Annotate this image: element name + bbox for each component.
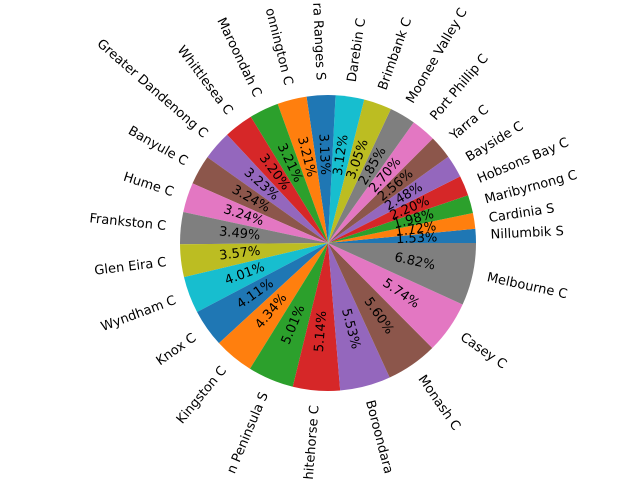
pct-label: 3.57% — [218, 244, 261, 264]
slice-label: Cardinia S — [488, 201, 556, 226]
pct-label: 3.12% — [331, 134, 352, 177]
pie-slice — [328, 212, 476, 243]
slice-label: n Peninsula S — [224, 390, 271, 476]
slice-label: onnington C — [262, 7, 296, 87]
pie-slice — [180, 243, 328, 278]
pct-label: 3.13% — [315, 133, 332, 175]
slice-label: Hume C — [121, 170, 175, 200]
slice-label: Melbourne C — [485, 270, 568, 302]
slice-label: Kingston C — [174, 364, 230, 427]
pie-slice — [328, 156, 461, 243]
pct-label: 3.49% — [218, 224, 261, 243]
pie-slice — [328, 243, 390, 391]
pie-slice — [328, 122, 433, 243]
slice-label: Boroondara — [362, 399, 396, 476]
pie-slice — [328, 195, 473, 243]
pie-slice — [250, 103, 328, 243]
slice-label: hitehorse C — [302, 405, 323, 480]
slice-label: Banyule C — [125, 124, 190, 170]
pie-slice — [180, 212, 328, 245]
slice-label: Maroondah C — [213, 15, 264, 99]
slice-label: Monash C — [415, 373, 464, 434]
pie-slice — [328, 99, 391, 243]
pct-label: 1.53% — [396, 230, 438, 247]
slice-label: Glen Eira C — [94, 255, 168, 279]
slice-label: Frankston C — [89, 211, 167, 234]
pie-slice — [328, 228, 476, 243]
pie-slice — [249, 243, 328, 387]
pie-slice — [292, 243, 341, 391]
pie-slice — [328, 109, 414, 243]
pie-slice — [328, 243, 463, 349]
pie-slice — [328, 243, 433, 378]
pie-slice — [306, 95, 336, 243]
slice-label: Brimbank C — [376, 16, 416, 92]
slice-label: ra Ranges S — [309, 2, 328, 80]
slice-label: Yarra C — [447, 102, 492, 144]
pie-slice — [183, 183, 328, 243]
pie-slice — [328, 95, 365, 243]
pie-slice — [218, 243, 328, 369]
slice-label: Knox C — [154, 331, 200, 369]
slice-label: Darebin C — [345, 17, 369, 83]
pie-slice — [207, 134, 328, 243]
pie-slice — [192, 157, 328, 243]
slice-label: Casey C — [457, 330, 509, 372]
pie-slice — [328, 243, 476, 305]
pct-label: 1.72% — [394, 219, 437, 240]
pie-slice — [197, 243, 328, 344]
pie-slice — [227, 116, 328, 243]
slice-label: Wyndham C — [99, 293, 178, 335]
pie-slice — [277, 96, 328, 243]
pie-slice — [328, 138, 449, 243]
pie-slice — [328, 176, 469, 243]
slice-label: Nillumbik S — [490, 224, 564, 243]
pct-label: 5.14% — [312, 310, 330, 352]
pie-slice — [183, 243, 328, 312]
